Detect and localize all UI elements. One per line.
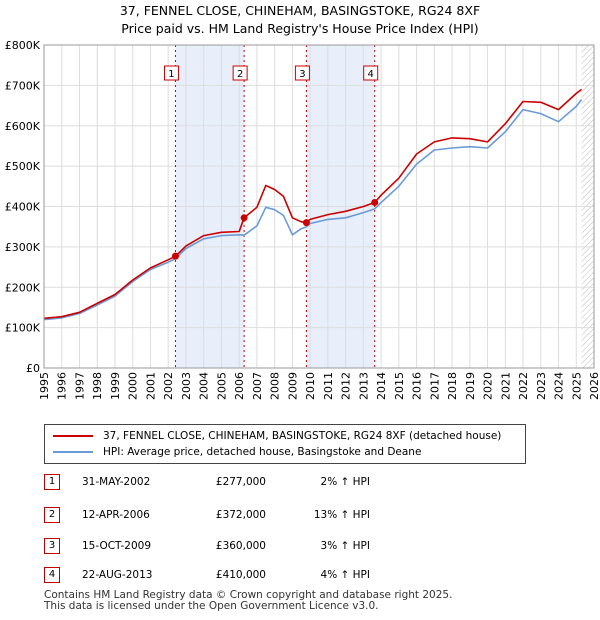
y-tick-label: £700K <box>5 79 41 92</box>
transaction-marker-badge <box>163 65 179 81</box>
legend-item-hpi: HPI: Average price, detached house, Basi… <box>53 444 421 460</box>
price-chart: 1 2 3 4 £0 £100K £200K £300K £400K £500K £600K £70… <box>5 39 600 400</box>
legend-swatch-property <box>53 435 93 437</box>
transaction-marker <box>371 198 379 206</box>
transaction-number-badge: 1 <box>44 474 60 490</box>
copyright-footer: Contains HM Land Registry data © Crown c… <box>44 590 452 612</box>
transaction-date: 15-OCT-2009 <box>82 540 151 552</box>
x-tick-label: 2021 <box>499 372 512 400</box>
transaction-hpi-change: 4% ↑ HPI <box>320 569 370 581</box>
transaction-marker-badge <box>363 65 379 81</box>
x-tick-label: 2016 <box>411 372 424 400</box>
transaction-marker-badge <box>232 65 248 81</box>
x-tick-label: 2015 <box>393 372 406 400</box>
x-tick-label: 2006 <box>233 372 246 400</box>
x-tick-label: 1996 <box>56 372 69 400</box>
legend-label-property: 37, FENNEL CLOSE, CHINEHAM, BASINGSTOKE,… <box>103 430 502 442</box>
x-tick-label: 2018 <box>446 372 459 400</box>
x-tick-label: 2003 <box>180 372 193 400</box>
transaction-date: 31-MAY-2002 <box>82 476 151 488</box>
x-tick-label: 2024 <box>553 372 566 400</box>
transaction-marker <box>240 214 248 222</box>
transaction-price: £277,000 <box>215 476 266 488</box>
transaction-row: 4 22-AUG-2013 £410,000 4% ↑ HPI <box>44 565 444 585</box>
transaction-price: £372,000 <box>215 509 266 521</box>
transaction-hpi-change: 2% ↑ HPI <box>320 476 370 488</box>
x-tick-label: 1995 <box>38 372 51 400</box>
x-tick-label: 2020 <box>482 372 495 400</box>
x-tick-label: 2007 <box>251 372 264 400</box>
transaction-marker-label: 1 <box>168 69 174 80</box>
x-tick-label: 2019 <box>464 372 477 400</box>
chart-subtitle: Price paid vs. HM Land Registry's House … <box>121 21 479 36</box>
y-tick-label: £100K <box>5 322 41 335</box>
legend-item-property: 37, FENNEL CLOSE, CHINEHAM, BASINGSTOKE,… <box>53 428 501 444</box>
legend-swatch-hpi <box>53 451 93 453</box>
y-tick-label: £0 <box>26 362 40 375</box>
x-tick-label: 2009 <box>286 372 299 400</box>
y-tick-label: £400K <box>5 201 41 214</box>
x-tick-label: 1998 <box>91 372 104 400</box>
transaction-row: 2 12-APR-2006 £372,000 13% ↑ HPI <box>44 505 444 525</box>
chart-legend: 37, FENNEL CLOSE, CHINEHAM, BASINGSTOKE,… <box>44 424 526 464</box>
x-tick-label: 2010 <box>304 372 317 400</box>
x-tick-label: 2002 <box>162 372 175 400</box>
transaction-marker-label: 3 <box>299 69 305 80</box>
x-tick-label: 2012 <box>340 372 353 400</box>
footer-line: Contains HM Land Registry data © Crown c… <box>44 589 453 601</box>
hpi-line <box>43 99 583 321</box>
transaction-number-badge: 3 <box>44 538 60 554</box>
y-tick-label: £300K <box>5 241 41 254</box>
transaction-number-badge: 4 <box>44 567 60 583</box>
x-tick-label: 1997 <box>73 372 86 400</box>
transaction-price: £410,000 <box>215 569 266 581</box>
x-tick-label: 2014 <box>375 372 388 400</box>
legend-label-hpi: HPI: Average price, detached house, Basi… <box>103 446 422 458</box>
transaction-marker <box>171 252 179 260</box>
x-tick-label: 2013 <box>357 372 370 400</box>
x-tick-label: 2011 <box>322 372 335 400</box>
transaction-hpi-change: 13% ↑ HPI <box>313 509 370 521</box>
x-tick-label: 2004 <box>198 372 211 400</box>
x-tick-label: 2005 <box>215 372 228 400</box>
transaction-marker-badge <box>294 65 310 81</box>
transaction-marker-label: 4 <box>368 69 374 80</box>
transaction-price: £360,000 <box>215 540 266 552</box>
property-line <box>43 88 583 320</box>
y-tick-label: £600K <box>5 120 41 133</box>
transaction-date: 22-AUG-2013 <box>82 569 153 581</box>
x-tick-label: 2026 <box>588 372 600 400</box>
footer-line: This data is licensed under the Open Gov… <box>44 600 379 612</box>
transaction-row: 3 15-OCT-2009 £360,000 3% ↑ HPI <box>44 536 444 556</box>
x-tick-label: 2001 <box>144 372 157 400</box>
x-tick-label: 2025 <box>570 372 583 400</box>
y-tick-label: £500K <box>5 160 41 173</box>
x-tick-label: 2000 <box>127 372 140 400</box>
transaction-number-badge: 2 <box>44 507 60 523</box>
y-tick-label: £800K <box>5 39 41 52</box>
plot-frame <box>43 44 595 369</box>
transaction-marker <box>302 219 310 227</box>
transaction-hpi-change: 3% ↑ HPI <box>320 540 370 552</box>
x-tick-label: 2023 <box>535 372 548 400</box>
transaction-date: 12-APR-2006 <box>82 509 150 521</box>
chart-title: 37, FENNEL CLOSE, CHINEHAM, BASINGSTOKE,… <box>119 3 481 18</box>
x-tick-label: 2022 <box>517 372 530 400</box>
y-tick-label: £200K <box>5 281 41 294</box>
x-tick-label: 2017 <box>428 372 441 400</box>
x-tick-label: 1999 <box>109 372 122 400</box>
transaction-row: 1 31-MAY-2002 £277,000 2% ↑ HPI <box>44 472 444 492</box>
transaction-marker-label: 2 <box>237 69 243 80</box>
x-tick-label: 2008 <box>269 372 282 400</box>
